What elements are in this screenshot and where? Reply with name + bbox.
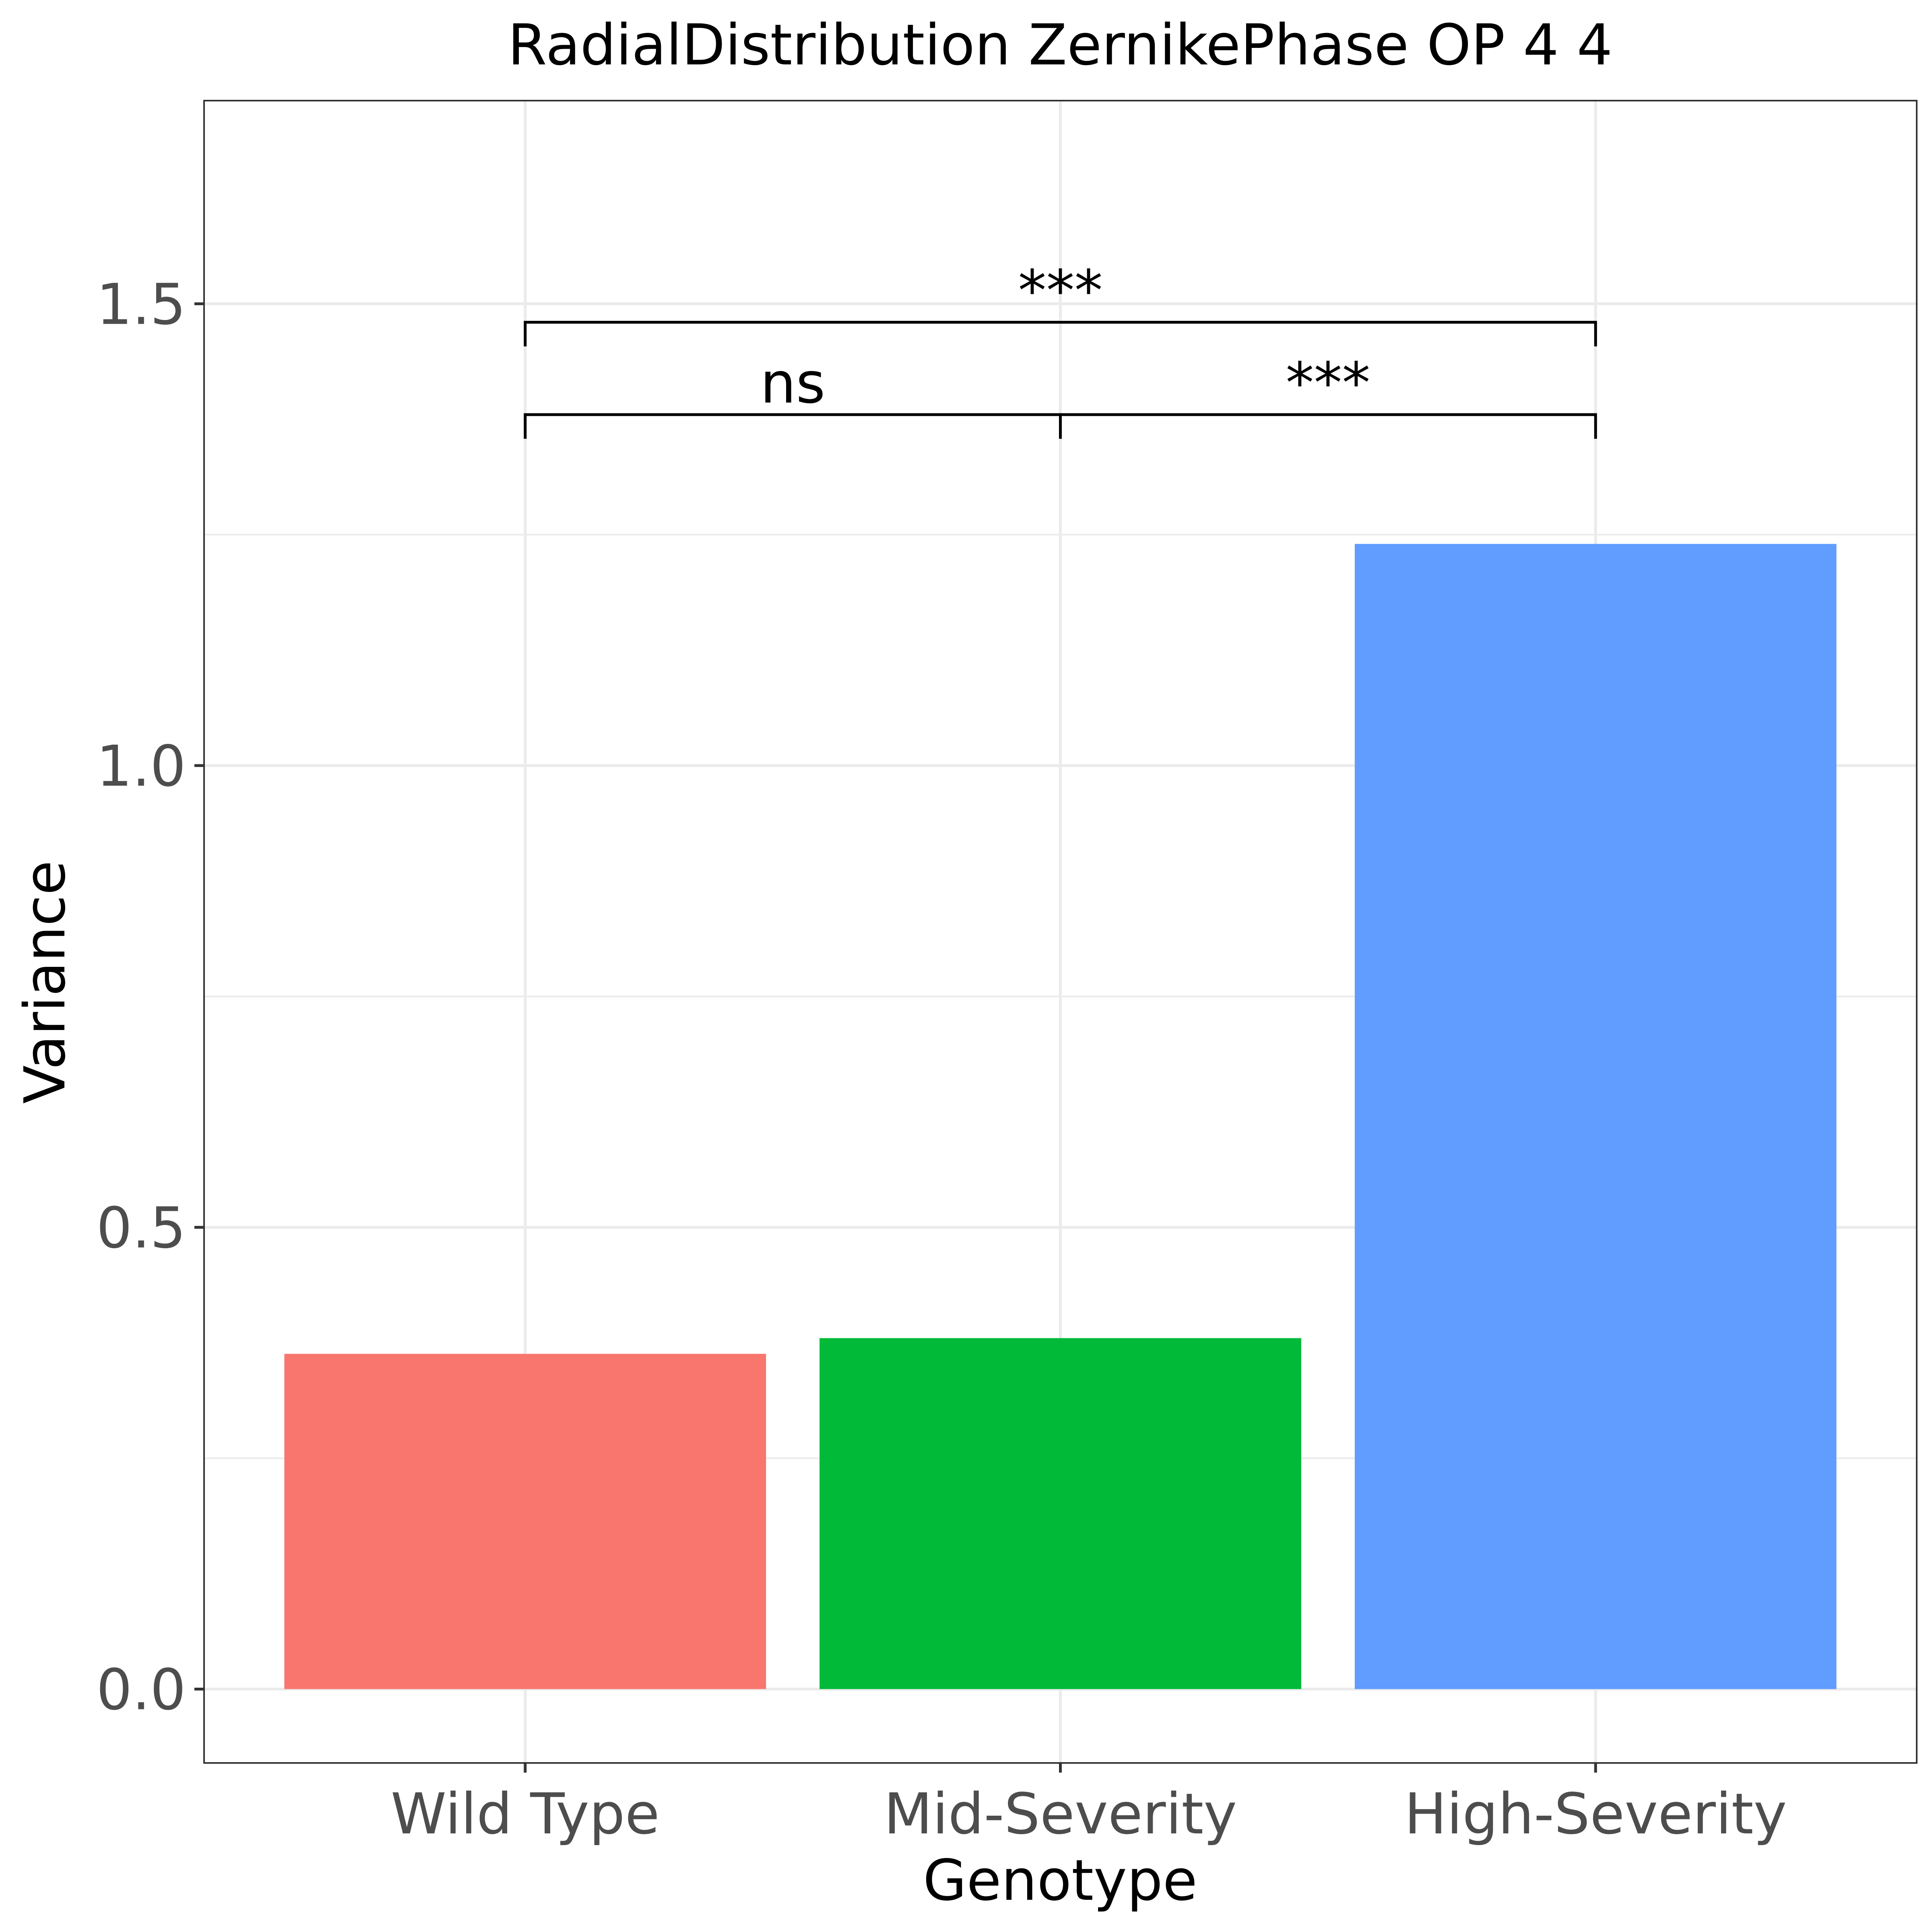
y-tick-label: 1.5 bbox=[96, 272, 186, 338]
significance-label: ns bbox=[760, 351, 826, 416]
significance-bracket bbox=[1059, 413, 1597, 439]
bar-mid-severity bbox=[819, 1338, 1301, 1689]
y-axis-title: Variance bbox=[12, 861, 78, 1104]
bar-high-severity bbox=[1354, 544, 1837, 1689]
y-tick-label: 0.0 bbox=[96, 1657, 186, 1723]
significance-brackets: ns *** *** bbox=[524, 258, 1597, 439]
x-tick-label: High-Severity bbox=[1404, 1781, 1787, 1847]
significance-bracket bbox=[524, 413, 1062, 439]
chart-title: RadialDistribution ZernikePhase OP 4 4 bbox=[508, 12, 1613, 78]
y-tick-label: 0.5 bbox=[96, 1195, 186, 1261]
bars bbox=[284, 544, 1837, 1689]
x-tick-label: Mid-Severity bbox=[884, 1781, 1237, 1847]
y-axis: 0.0 0.5 1.0 1.5 bbox=[96, 272, 204, 1723]
x-axis: Wild Type Mid-Severity High-Severity bbox=[391, 1763, 1787, 1847]
y-tick-label: 1.0 bbox=[96, 734, 186, 799]
significance-label: *** bbox=[1018, 258, 1103, 324]
significance-bracket bbox=[524, 321, 1597, 347]
x-tick-label: Wild Type bbox=[391, 1781, 660, 1847]
x-axis-title: Genotype bbox=[923, 1848, 1197, 1913]
bar-wild-type bbox=[284, 1354, 766, 1689]
significance-label: *** bbox=[1286, 351, 1370, 416]
